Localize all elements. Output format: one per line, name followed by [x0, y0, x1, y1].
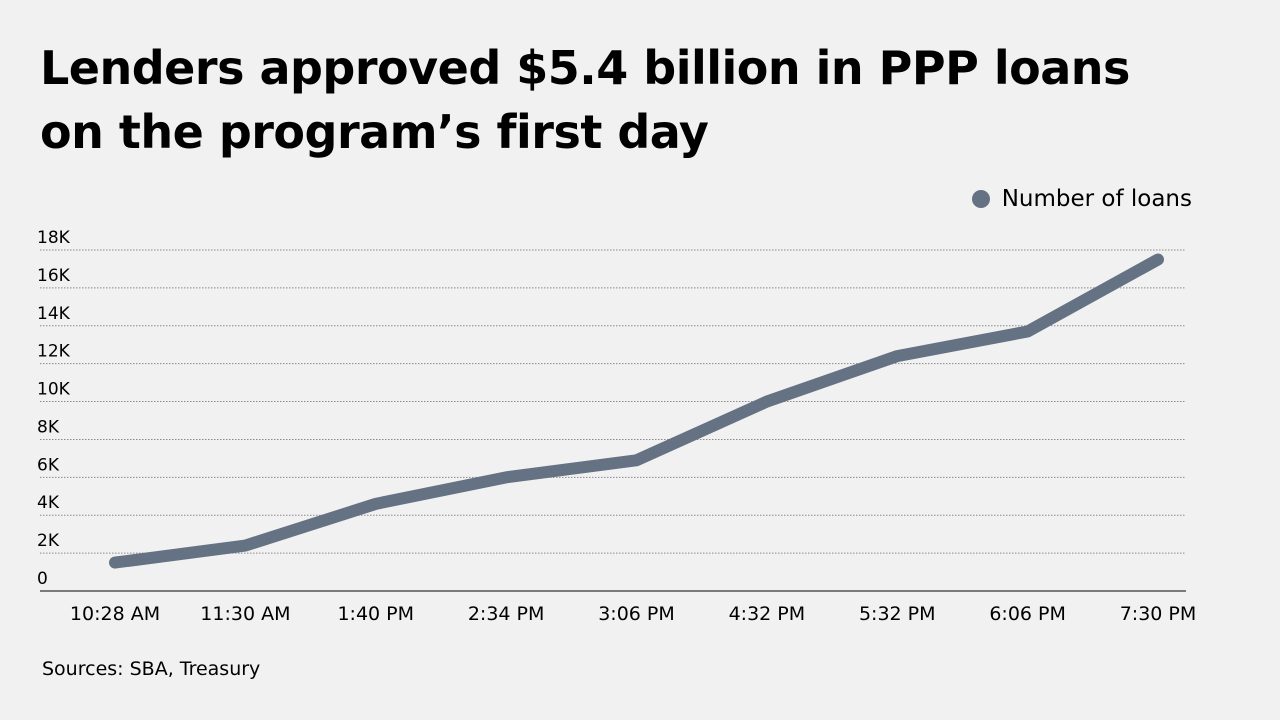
y-tick-label: 2K: [37, 531, 60, 551]
x-tick-label: 4:32 PM: [729, 603, 806, 625]
data-point: [636, 459, 637, 461]
x-axis-labels: 10:28 AM 11:30 AM 1:40 PM 2:34 PM 3:06 PM 4:3…: [70, 603, 1196, 625]
grid-layer: [40, 249, 1186, 592]
x-tick-label: 3:06 PM: [598, 603, 675, 625]
x-tick-label: 6:06 PM: [989, 603, 1066, 625]
y-axis-labels: 0 2K 4K 6K 8K 10K 12K 14K 16K 18K: [37, 228, 71, 589]
y-tick-label: 14K: [37, 304, 71, 324]
chart-title-line-1: Lenders approved $5.4 billion in PPP loa…: [40, 41, 1130, 95]
x-tick-label: 11:30 AM: [200, 603, 290, 625]
data-point: [1027, 330, 1029, 332]
data-point: [505, 476, 507, 478]
x-tick-label: 10:28 AM: [70, 603, 160, 625]
y-tick-label: 0: [37, 569, 48, 589]
x-tick-label: 2:34 PM: [468, 603, 545, 625]
source-note: Sources: SBA, Treasury: [42, 658, 261, 680]
y-tick-label: 18K: [37, 228, 71, 248]
x-tick-label: 5:32 PM: [859, 603, 936, 625]
y-tick-label: 8K: [37, 417, 60, 437]
chart-title: Lenders approved $5.4 billion in PPP loa…: [40, 36, 1130, 164]
y-tick-label: 4K: [37, 493, 60, 513]
chart-title-line-2: on the program’s first day: [40, 105, 709, 159]
data-point: [1157, 258, 1159, 260]
data-point: [375, 503, 377, 505]
legend: Number of loans: [971, 186, 1192, 212]
legend-swatch-icon: [971, 190, 990, 208]
legend-label: Number of loans: [1001, 186, 1192, 212]
series-layer: [109, 253, 1164, 569]
x-tick-label: 7:30 PM: [1120, 603, 1197, 625]
y-tick-label: 16K: [37, 266, 71, 286]
y-tick-label: 6K: [37, 455, 60, 475]
data-point: [766, 401, 768, 403]
x-tick-label: 1:40 PM: [337, 603, 414, 625]
y-tick-label: 12K: [37, 342, 71, 362]
y-tick-label: 10K: [37, 380, 71, 400]
series-line-number-of-loans: [109, 253, 1164, 569]
data-point: [244, 545, 246, 547]
data-point: [114, 562, 116, 564]
data-point: [896, 355, 898, 357]
